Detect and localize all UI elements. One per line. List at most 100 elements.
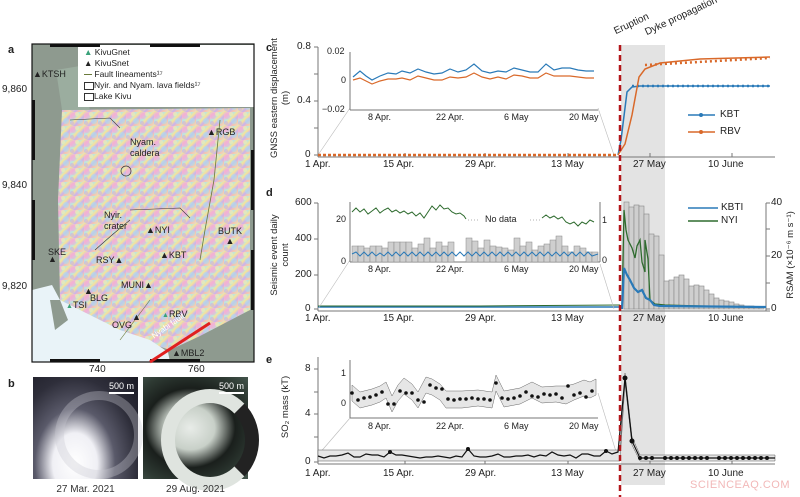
e-ytick: 0	[305, 456, 311, 467]
e-xtick: 1 Apr.	[305, 468, 331, 479]
green-triangle-icon: ▲	[66, 303, 73, 310]
panel-letter-d: d	[266, 187, 273, 199]
e-ytick: 8	[305, 363, 311, 374]
map-xtick: 740	[89, 364, 106, 375]
box-icon	[84, 92, 94, 101]
black-triangle-icon: ▲	[160, 250, 169, 260]
station-NYI: ▲NYI	[146, 225, 170, 235]
e-ylabel: SO₂ mass (kT)	[280, 375, 291, 439]
black-triangle-icon: ▲	[172, 348, 181, 358]
nyam-caldera-outline	[120, 165, 132, 177]
legend-lava-fields: Nyir. and Nyam. lava fields¹⁷	[84, 80, 201, 91]
scale-bar: 500 m	[218, 381, 244, 394]
station-KTSH: ▲KTSH	[33, 69, 66, 79]
photo-date-before: 27 Mar. 2021	[56, 484, 115, 495]
black-triangle-icon: ▲	[84, 286, 93, 296]
c-xtick: 15 Apr.	[383, 159, 415, 170]
photo-date-after: 29 Aug. 2021	[166, 484, 225, 495]
black-triangle-icon: ▲	[84, 58, 93, 68]
map-ytick: 9,820	[2, 281, 28, 292]
c-xtick: 10 June	[708, 159, 744, 170]
e-ytick: 4	[305, 408, 311, 419]
legend-faults: Fault lineaments¹⁷	[84, 69, 201, 80]
c-ylabel: GNSS eastern displacement (m)	[269, 38, 291, 158]
d-y2tick: 20	[771, 250, 783, 261]
d-xtick: 27 May	[633, 313, 666, 324]
d-inset-xtick: 8 Apr.	[368, 264, 392, 274]
e-inset-ytick: 0	[341, 398, 347, 408]
panel-letter-e: e	[266, 354, 273, 366]
d-legend-kbti: KBTI	[721, 202, 744, 213]
map-ytick: 9,860	[2, 84, 28, 95]
legend-lake-kivu: Lake Kivu	[84, 91, 201, 102]
d-xtick: 15 Apr.	[383, 313, 415, 324]
black-triangle-icon: ▲	[114, 255, 124, 265]
d-ylabel: Seismic event daily count	[269, 214, 291, 296]
c-inset-xtick: 8 Apr.	[368, 112, 392, 122]
watermark: SCIENCEAQ.COM	[689, 479, 790, 491]
station-BUTK: BUTK ▲	[218, 226, 243, 246]
c-legend-rbv: RBV	[720, 126, 741, 137]
d-legend-nyi: NYI	[721, 215, 738, 226]
station-RGB: ▲RGB	[207, 127, 236, 137]
d-ytick: 0	[305, 303, 311, 314]
c-inset-xtick: 22 Apr.	[436, 112, 465, 122]
d-ytick: 200	[295, 269, 312, 280]
e-inset-ytick: 1	[341, 368, 347, 378]
so2-points	[388, 375, 769, 460]
c-xtick: 27 May	[633, 159, 666, 170]
c-legend-kbt: KBT	[720, 109, 740, 120]
panel-letter-b: b	[8, 378, 15, 390]
c-xtick: 13 May	[551, 159, 584, 170]
d-inset-y2tick: 1	[602, 215, 608, 225]
d-inset-xtick: 22 Apr.	[436, 264, 465, 274]
panel-letter-a: a	[8, 44, 15, 56]
map-legend	[78, 45, 254, 107]
nyabi-fault-line	[149, 321, 211, 364]
d-y2label: RSAM (×10⁻⁶ m s⁻¹)	[785, 211, 796, 299]
c-inset-ytick: 0.02	[327, 46, 345, 56]
chart-d	[314, 201, 770, 312]
scale-bar: 500 m	[108, 381, 134, 394]
black-triangle-icon: ▲	[207, 127, 216, 137]
c-inset-ytick: 0	[341, 75, 347, 85]
black-triangle-icon: ▲	[132, 312, 141, 322]
green-triangle-icon: ▲	[162, 312, 169, 319]
map-ytick: 9,840	[2, 180, 28, 191]
c-ytick: 0	[305, 149, 311, 160]
station-SKE: SKE ▲	[48, 247, 67, 264]
station-RBV: ▲RBV	[162, 309, 188, 319]
green-triangle-icon: ▲	[84, 47, 93, 57]
photo-after: 500 m	[143, 377, 259, 491]
d-inset-xtick: 20 May	[569, 264, 599, 274]
lake-kivu	[32, 285, 170, 362]
station-RSY: RSY▲	[96, 255, 124, 265]
c-xtick: 29 Apr.	[465, 159, 497, 170]
e-inset-xtick: 20 May	[569, 421, 599, 431]
d-xtick: 29 Apr.	[465, 313, 497, 324]
chart-c	[314, 46, 775, 158]
station-MUNI: MUNI▲	[121, 280, 153, 290]
d-inset-ytick: 0	[341, 256, 347, 266]
d-inset-ytick: 20	[336, 214, 347, 224]
e-xtick: 29 Apr.	[465, 468, 497, 479]
e-xtick: 10 June	[708, 468, 744, 479]
c-ytick: 0.4	[297, 95, 311, 106]
station-BLG: ▲ BLG	[84, 286, 109, 303]
d-xtick: 13 May	[551, 313, 584, 324]
panel-letter-c: c	[266, 42, 273, 54]
e-inset-xtick: 22 Apr.	[436, 421, 465, 431]
nyir-crater-label: Nyir. crater	[104, 210, 128, 231]
c-ytick: 0.8	[297, 41, 311, 52]
station-TSI: ▲TSI	[66, 300, 87, 310]
legend-kivugnet: ▲ KivuGnet	[84, 47, 130, 57]
no-data-label: No data	[485, 214, 517, 224]
black-triangle-icon: ▲	[146, 225, 155, 235]
station-KBT: ▲KBT	[160, 250, 187, 260]
d-xtick: 10 June	[708, 313, 744, 324]
c-inset-xtick: 6 May	[504, 112, 529, 122]
d-xtick: 1 Apr.	[305, 313, 331, 324]
c-xtick: 1 Apr.	[305, 159, 331, 170]
black-triangle-icon: ▲	[225, 236, 235, 246]
